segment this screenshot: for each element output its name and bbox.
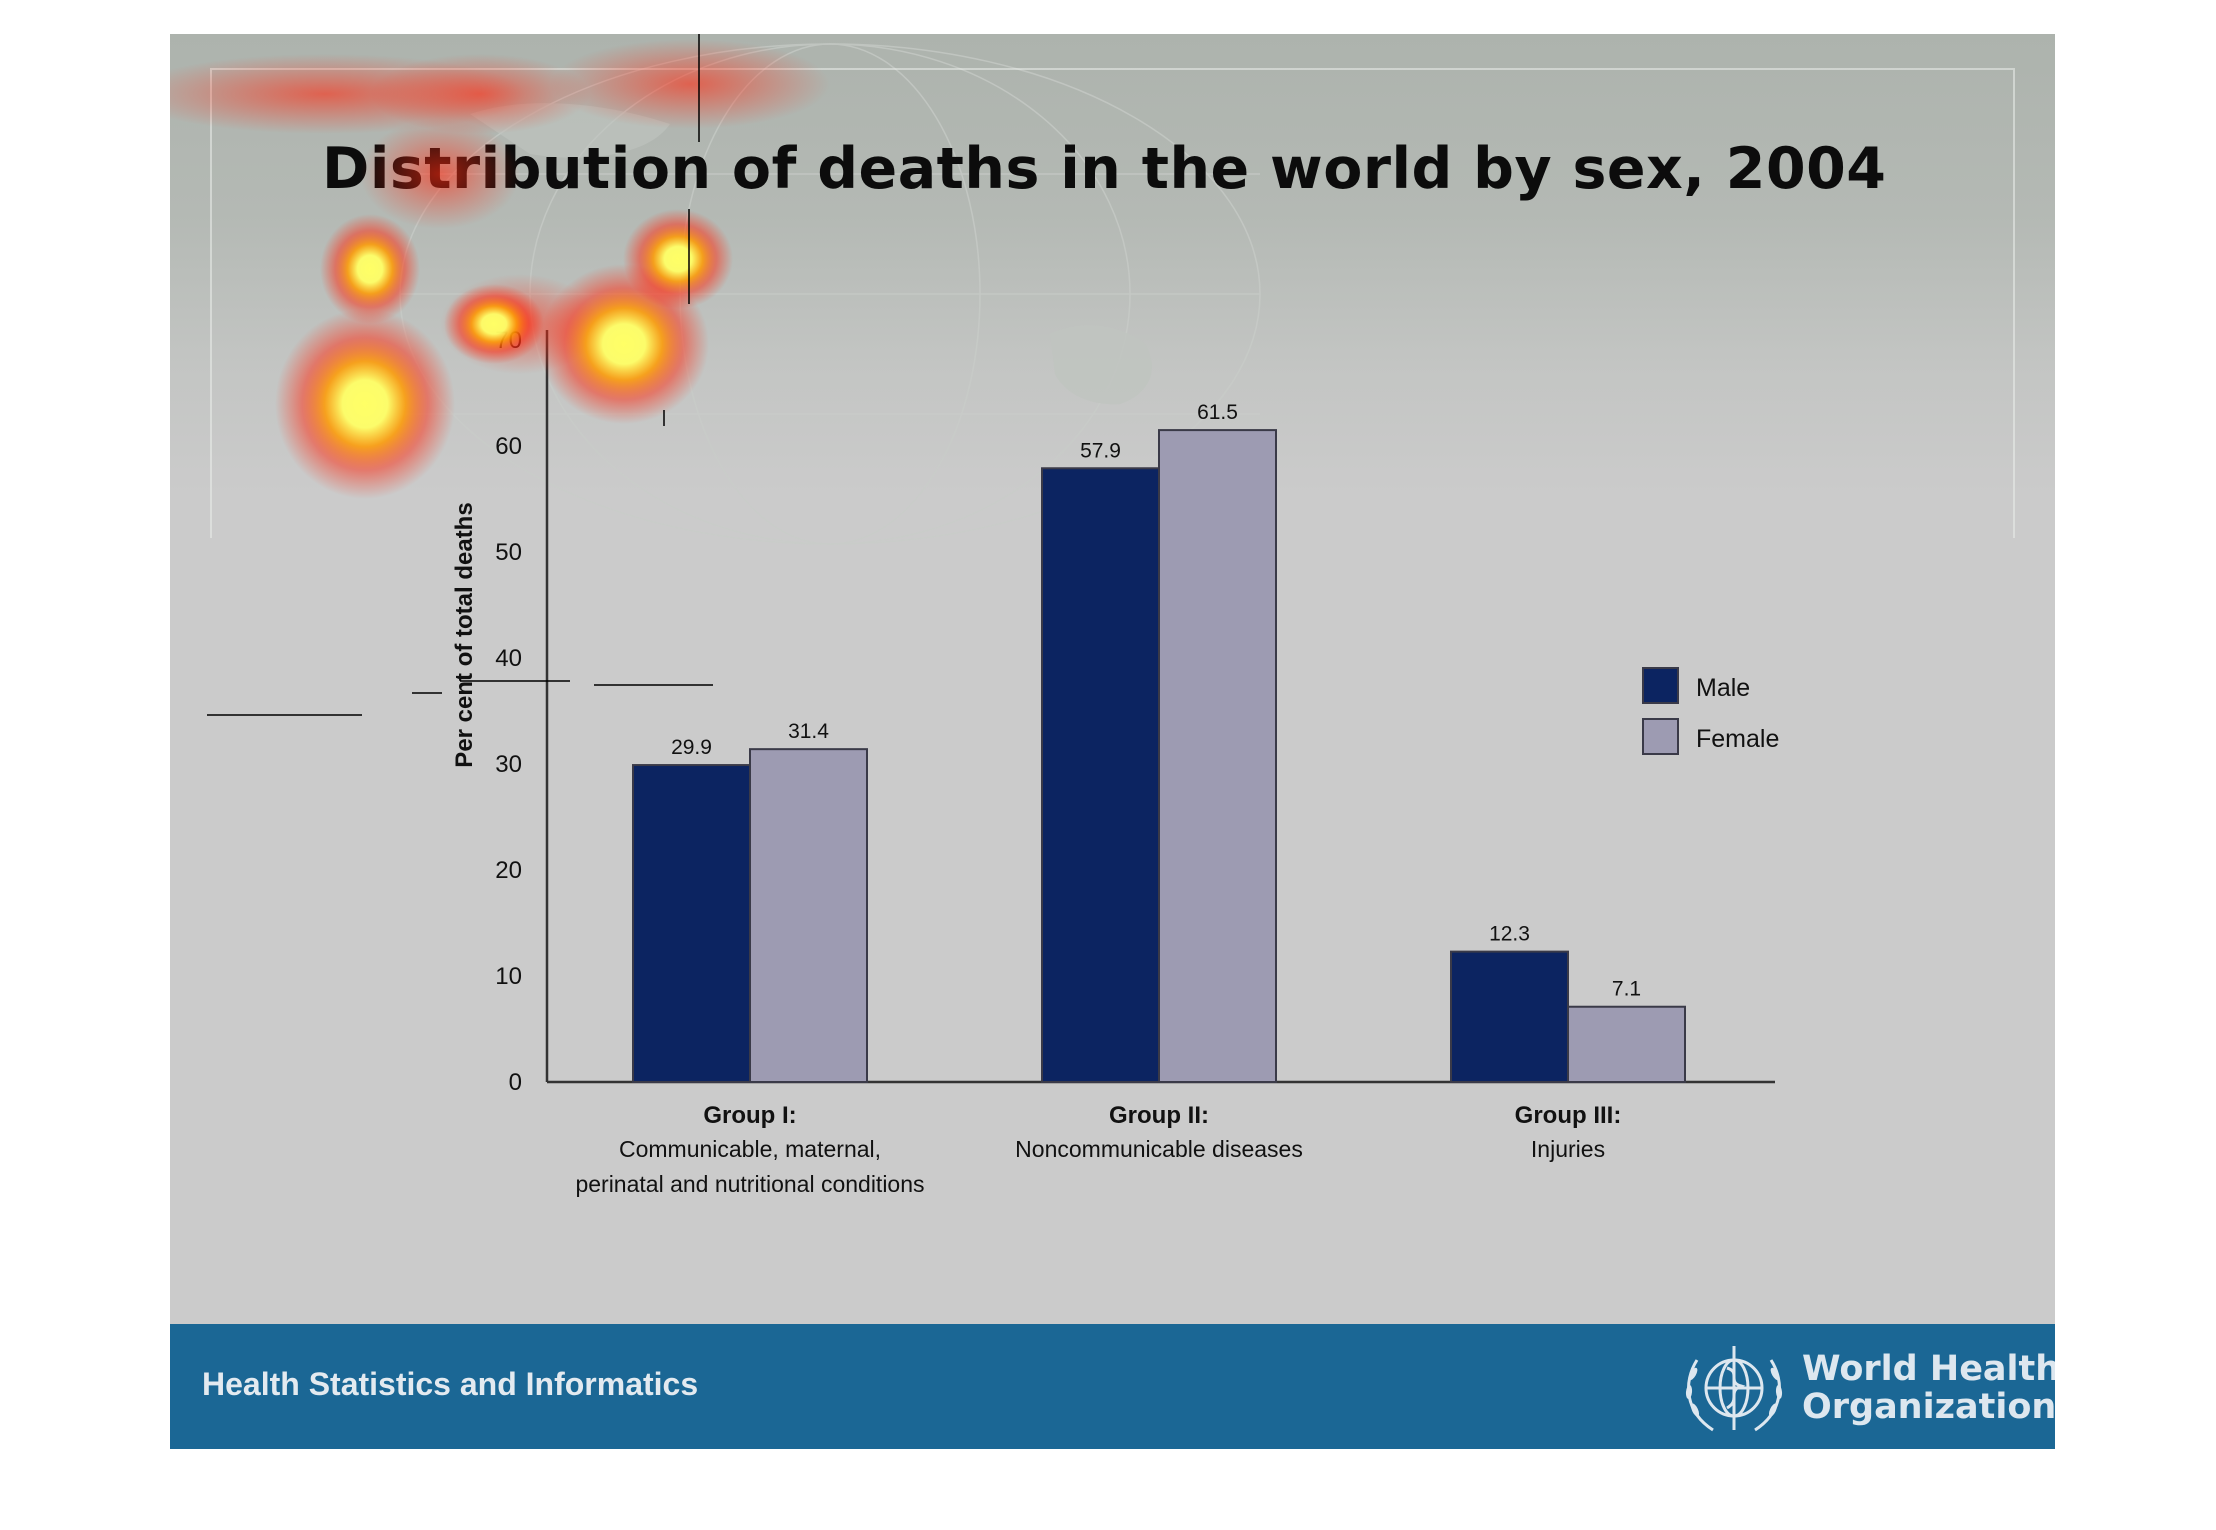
category-subtitle: Communicable, maternal, [619,1136,881,1162]
legend: Male Female [1642,667,1779,755]
who-name: World Health Organization [1802,1350,2055,1426]
annotation-lines [207,34,713,716]
value-labels: 29.9 57.9 12.3 31.4 61.5 7.1 [671,401,1641,1001]
bar-male-3 [1450,950,1569,1083]
value-label: 7.1 [1612,978,1641,1001]
footer-department-text: Health Statistics and Informatics [202,1366,699,1402]
bars [632,429,1686,1084]
title-frame [210,68,2015,538]
y-tick-label: 50 [495,539,522,566]
heat-spot [360,119,520,229]
y-tick-label: 10 [495,963,522,990]
who-emblem-icon [1685,1346,1783,1432]
y-tick-label: 30 [495,751,522,778]
legend-swatch-female [1642,718,1679,755]
bar-male-1 [632,764,751,1083]
y-tick-label: 60 [495,433,522,460]
category-title: Group III: [1515,1102,1622,1129]
y-tick-labels: 010203040506070 [495,327,522,1096]
category-subtitle: Noncommunicable diseases [1015,1136,1303,1162]
value-label: 29.9 [671,736,712,759]
heat-spot [320,214,420,324]
bar-chart: 010203040506070 29.957.912.331.461.57.1 … [170,34,1779,1197]
value-label: 12.3 [1489,923,1530,946]
value-label: 31.4 [788,720,829,743]
who-name-line1: World Health [1802,1349,2055,1389]
heat-spot [550,39,830,129]
value-label: 61.5 [1197,401,1238,424]
category-subtitle: perinatal and nutritional conditions [575,1171,924,1197]
heat-spot [444,284,544,364]
who-name-line2: Organization [1802,1387,2055,1427]
category-subtitle: Injuries [1531,1136,1605,1162]
slide: Distribution of deaths in the world by s… [170,34,2055,1449]
bar-female-2 [1158,429,1277,1084]
y-axis-label: Per cent of total deaths [451,502,478,767]
heat-spot [275,309,455,499]
slide-title: Distribution of deaths in the world by s… [322,136,1887,202]
footer-bar: Health Statistics and Informatics World … [170,1324,2055,1449]
bar-female-1 [749,748,868,1083]
y-tick-label: 40 [495,645,522,672]
y-tick-label: 20 [495,857,522,884]
value-label: 57.9 [1080,439,1121,462]
legend-label-female: Female [1696,725,1779,753]
heat-spot [623,209,733,309]
heat-spot [370,54,590,134]
bar-female-3 [1567,1005,1686,1083]
category-title: Group II: [1109,1102,1209,1129]
bar-male-2 [1041,467,1160,1083]
category-labels: Group I: Communicable, maternal, perinatal… [575,1102,1621,1197]
category-title: Group I: [703,1102,796,1129]
legend-swatch-male [1642,667,1679,704]
y-tick-label: 0 [509,1069,522,1096]
legend-label-male: Male [1696,674,1750,702]
gaze-heatmap-overlay [170,39,830,499]
